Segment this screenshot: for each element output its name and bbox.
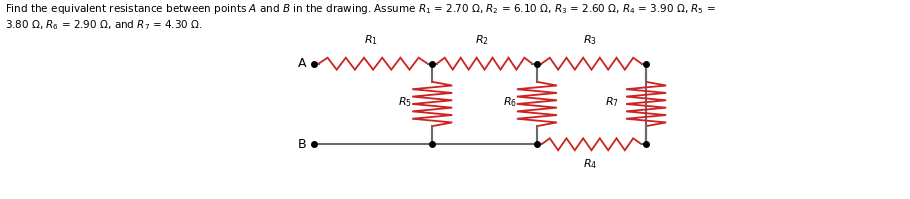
Text: Find the equivalent resistance between points $A$ and $B$ in the drawing. Assume: Find the equivalent resistance between p… — [5, 2, 715, 32]
Text: $R_5$: $R_5$ — [398, 96, 412, 109]
Text: $R_7$: $R_7$ — [604, 96, 619, 109]
Text: $R_3$: $R_3$ — [582, 33, 597, 47]
Text: $R_1$: $R_1$ — [364, 33, 379, 47]
Text: B: B — [298, 138, 307, 151]
Text: $R_4$: $R_4$ — [582, 157, 597, 171]
Text: A: A — [298, 57, 307, 70]
Text: $R_6$: $R_6$ — [502, 96, 517, 109]
Text: $R_2$: $R_2$ — [475, 33, 490, 47]
